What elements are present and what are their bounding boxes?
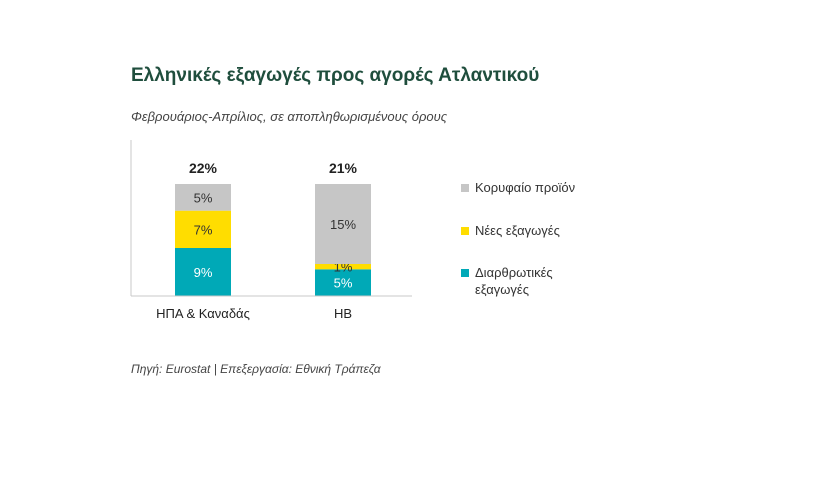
bar-data-label-0-2: 5% xyxy=(194,190,213,205)
legend: Κορυφαίο προϊόν Νέες εξαγωγές Διαρθρωτικές… xyxy=(461,180,575,297)
bar-data-label-1-0: 5% xyxy=(334,276,353,291)
bar-segment-0-1 xyxy=(175,210,231,248)
bar-segment-1-2 xyxy=(315,184,371,264)
category-label-0: ΗΠΑ & Καναδάς xyxy=(156,306,250,321)
chart-title: Ελληνικές εξαγωγές προς αγορές Ατλαντικο… xyxy=(131,65,540,86)
bar-data-label-1-2: 15% xyxy=(330,217,356,232)
bar-segment-0-0 xyxy=(175,248,231,296)
chart-subtitle: Φεβρουάριος-Απρίλιος, σε αποπληθωρισμένο… xyxy=(131,109,448,124)
legend-swatch-0 xyxy=(461,269,469,277)
legend-label-2: Κορυφαίο προϊόν xyxy=(475,180,575,195)
bar-total-label-0: 22% xyxy=(189,160,218,176)
bar-segment-0-2 xyxy=(175,184,231,211)
bar-segment-1-1 xyxy=(315,264,371,270)
bar-total-label-1: 21% xyxy=(329,160,358,176)
source-note: Πηγή: Eurostat | Επεξεργασία: Εθνική Τρά… xyxy=(131,362,381,376)
bar-segment-1-0 xyxy=(315,269,371,296)
legend-swatch-2 xyxy=(461,184,469,192)
legend-swatch-1 xyxy=(461,227,469,235)
legend-label-0: Διαρθρωτικές εξαγωγές xyxy=(475,265,553,297)
bar-data-label-0-1: 7% xyxy=(194,222,213,237)
category-label-1: ΗΒ xyxy=(334,306,352,321)
legend-label-1: Νέες εξαγωγές xyxy=(475,223,560,238)
bar-data-label-0-0: 9% xyxy=(194,265,213,280)
